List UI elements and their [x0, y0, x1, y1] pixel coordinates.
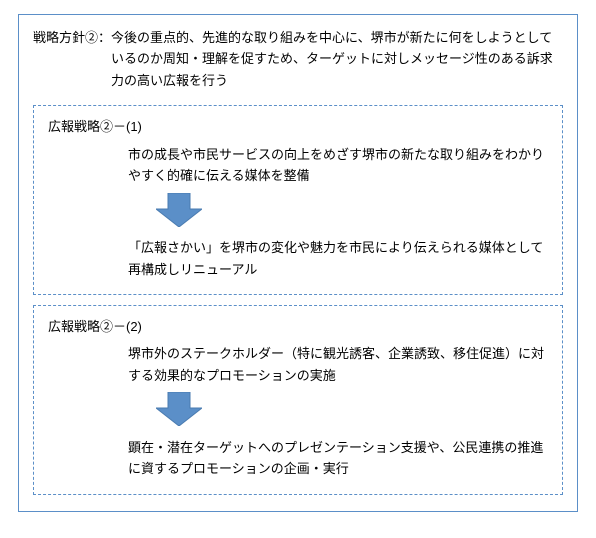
strategy-title-2: 広報戦略②－(2): [48, 316, 548, 337]
strategy-title-1: 広報戦略②－(1): [48, 116, 548, 137]
policy-label: 戦略方針②：: [33, 27, 111, 91]
outer-frame: 戦略方針②： 今後の重点的、先進的な取り組みを中心に、堺市が新たに何をしようとし…: [18, 14, 578, 512]
strategy-box-1: 広報戦略②－(1) 市の成長や市民サービスの向上をめざす堺市の新たな取り組みをわ…: [33, 105, 563, 295]
policy-header: 戦略方針②： 今後の重点的、先進的な取り組みを中心に、堺市が新たに何をしようとし…: [33, 27, 563, 91]
strategy-before-1: 市の成長や市民サービスの向上をめざす堺市の新たな取り組みをわかりやすく的確に伝え…: [48, 144, 548, 187]
strategy-after-2: 顕在・潜在ターゲットへのプレゼンテーション支援や、公民連携の推進に資するプロモー…: [48, 437, 548, 480]
strategy-box-2: 広報戦略②－(2) 堺市外のステークホルダー（特に観光誘客、企業誘致、移住促進）…: [33, 305, 563, 495]
arrow-wrap-1: [48, 193, 548, 233]
down-arrow-icon: [156, 392, 202, 432]
policy-body: 今後の重点的、先進的な取り組みを中心に、堺市が新たに何をしようとしているのか周知…: [111, 27, 563, 91]
strategy-after-1: 「広報さかい」を堺市の変化や魅力を市民により伝えられる媒体として再構成しリニュー…: [48, 237, 548, 280]
strategy-before-2: 堺市外のステークホルダー（特に観光誘客、企業誘致、移住促進）に対する効果的なプロ…: [48, 343, 548, 386]
down-arrow-icon: [156, 193, 202, 233]
arrow-wrap-2: [48, 392, 548, 432]
